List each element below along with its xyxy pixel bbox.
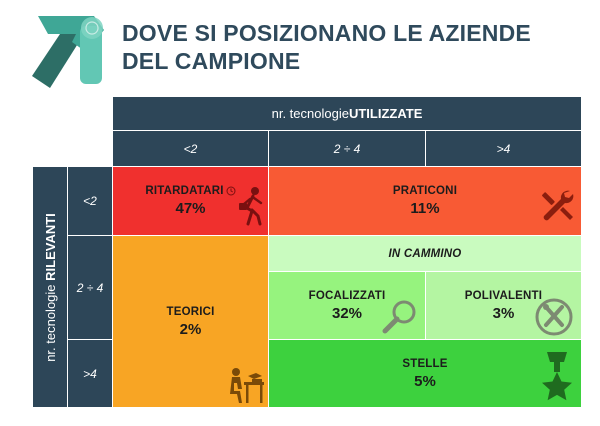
- page-title-line-2: DEL CAMPIONE: [122, 48, 301, 74]
- cell-polivalenti-value: 3%: [492, 304, 515, 322]
- row-header-high: >4: [68, 340, 112, 407]
- cell-teorici: TEORICI 2%: [113, 236, 268, 407]
- magnifier-icon: [382, 300, 416, 334]
- cell-focalizzati: FOCALIZZATI 32%: [269, 272, 425, 339]
- late-runner-icon: [239, 187, 263, 226]
- column-header-high: >4: [426, 131, 581, 166]
- top-axis-header-prefix: nr. tecnologie: [271, 106, 349, 121]
- left-axis-header-emphasis: RILEVANTI: [42, 212, 58, 281]
- column-header-low: <2: [113, 131, 268, 166]
- cell-ritardatari-value: 47%: [175, 200, 206, 217]
- cell-praticoni: PRATICONI 11%: [269, 167, 581, 235]
- cell-stelle-label: STELLE: [402, 357, 448, 370]
- cell-focalizzati-value: 32%: [331, 304, 363, 322]
- left-axis-header: nr. tecnologie RILEVANTI: [33, 167, 67, 407]
- cell-in-cammino: IN CAMMINO: [269, 236, 581, 271]
- top-axis-header-emphasis: UTILIZZATE: [348, 106, 423, 121]
- cell-polivalenti-label: POLIVALENTI: [464, 289, 543, 302]
- desk-reading-icon: [230, 368, 264, 403]
- cell-ritardatari-label: RITARDATARI: [145, 185, 224, 197]
- row-header-low: <2: [68, 167, 112, 235]
- arrow-logo-icon: [32, 16, 104, 88]
- cell-polivalenti: POLIVALENTI 3%: [426, 272, 581, 339]
- cell-praticoni-value: 11%: [410, 200, 440, 217]
- cell-ritardatari: RITARDATARI 47%: [113, 167, 268, 235]
- column-header-mid: 2 ÷ 4: [269, 131, 425, 166]
- star-medal-icon: [542, 352, 572, 401]
- left-axis-header-prefix: nr. tecnologie: [42, 280, 58, 362]
- cell-teorici-label: TEORICI: [166, 305, 215, 318]
- cell-teorici-value: 2%: [179, 320, 202, 338]
- clock-icon: [226, 186, 236, 196]
- tools-icon: [542, 190, 574, 221]
- cell-praticoni-label: PRATICONI: [392, 185, 458, 197]
- cell-focalizzati-label: FOCALIZZATI: [308, 289, 386, 302]
- page-title-line-1: DOVE SI POSIZIONANO LE AZIENDE: [122, 20, 531, 46]
- wrench-screwdriver-icon: [535, 298, 573, 336]
- cell-stelle-value: 5%: [414, 372, 436, 390]
- cell-in-cammino-label: IN CAMMINO: [388, 247, 462, 260]
- row-header-mid: 2 ÷ 4: [68, 236, 112, 339]
- top-axis-header: nr. tecnologie UTILIZZATE: [113, 97, 581, 130]
- cell-stelle: STELLE 5%: [269, 340, 581, 407]
